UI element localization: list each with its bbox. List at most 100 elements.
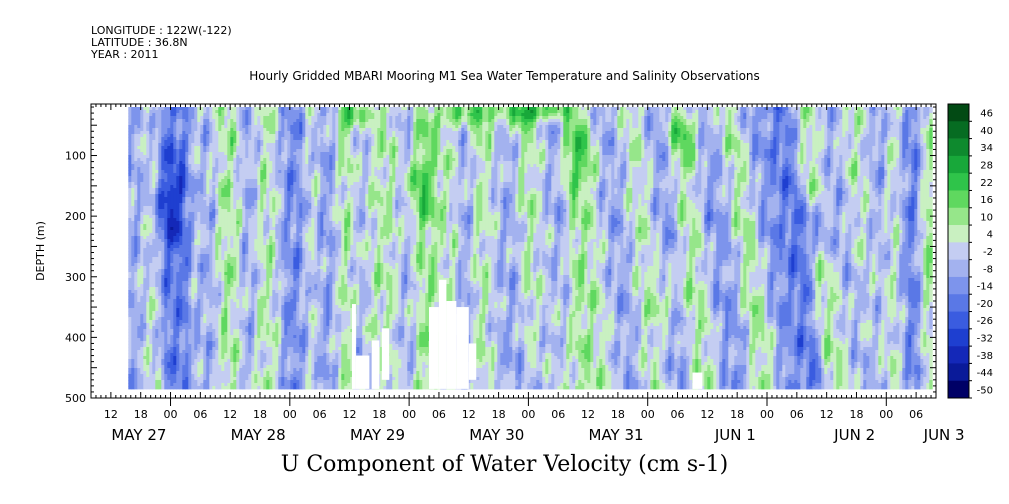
heatmap-cell <box>134 134 137 137</box>
heatmap-cell <box>701 125 704 128</box>
heatmap-cell <box>866 125 869 128</box>
heatmap-cell <box>269 119 272 122</box>
heatmap-cell <box>230 125 233 128</box>
heatmap-cell <box>854 113 857 116</box>
heatmap-cell <box>509 116 512 119</box>
heatmap-cell <box>788 107 791 110</box>
heatmap-cell <box>512 116 515 119</box>
heatmap-cell <box>443 125 446 128</box>
heatmap-cell <box>857 116 860 119</box>
heatmap-cell <box>515 107 518 110</box>
heatmap-cell <box>812 110 815 113</box>
heatmap-cell <box>299 128 302 131</box>
heatmap-cell <box>206 131 209 134</box>
heatmap-cell <box>398 122 401 125</box>
heatmap-cell <box>632 131 635 134</box>
heatmap-cell <box>254 125 257 128</box>
heatmap-cell <box>326 107 329 110</box>
heatmap-cell <box>173 116 176 119</box>
heatmap-cell <box>881 131 884 134</box>
heatmap-cell <box>716 131 719 134</box>
heatmap-cell <box>575 107 578 110</box>
heatmap-cell <box>809 113 812 116</box>
heatmap-cell <box>713 128 716 131</box>
heatmap-cell <box>761 113 764 116</box>
heatmap-cell <box>746 116 749 119</box>
heatmap-cell <box>317 128 320 131</box>
heatmap-cell <box>299 110 302 113</box>
heatmap-cell <box>239 107 242 110</box>
heatmap-cell <box>659 131 662 134</box>
heatmap-cell <box>653 134 656 137</box>
heatmap-cell <box>824 119 827 122</box>
heatmap-cell <box>668 107 671 110</box>
heatmap-cell <box>866 134 869 137</box>
heatmap-cell <box>149 122 152 125</box>
heatmap-cell <box>911 110 914 113</box>
heatmap-cell <box>455 119 458 122</box>
heatmap-cell <box>377 116 380 119</box>
heatmap-cell <box>644 119 647 122</box>
heatmap-cell <box>368 134 371 137</box>
heatmap-cell <box>395 119 398 122</box>
heatmap-cell <box>320 116 323 119</box>
heatmap-cell <box>179 122 182 125</box>
heatmap-cell <box>728 128 731 131</box>
heatmap-cell <box>185 122 188 125</box>
heatmap-cell <box>854 128 857 131</box>
heatmap-cell <box>179 113 182 116</box>
heatmap-cell <box>737 128 740 131</box>
heatmap-cell <box>833 110 836 113</box>
heatmap-cell <box>476 107 479 110</box>
heatmap-cell <box>695 125 698 128</box>
heatmap-cell <box>800 119 803 122</box>
heatmap-cell <box>467 134 470 137</box>
heatmap-cell <box>239 125 242 128</box>
heatmap-cell <box>476 134 479 137</box>
heatmap-cell <box>485 134 488 137</box>
heatmap-cell <box>362 107 365 110</box>
heatmap-cell <box>863 125 866 128</box>
heatmap-cell <box>245 134 248 137</box>
heatmap-cell <box>302 116 305 119</box>
heatmap-cell <box>485 122 488 125</box>
heatmap-cell <box>179 107 182 110</box>
heatmap-cell <box>680 122 683 125</box>
heatmap-cell <box>434 119 437 122</box>
heatmap-cell <box>278 128 281 131</box>
heatmap-cell <box>602 113 605 116</box>
heatmap-cell <box>509 113 512 116</box>
heatmap-cell <box>599 125 602 128</box>
heatmap-cell <box>506 128 509 131</box>
heatmap-cell <box>890 110 893 113</box>
heatmap-cell <box>617 128 620 131</box>
heatmap-cell <box>854 119 857 122</box>
heatmap-cell <box>917 125 920 128</box>
heatmap-cell <box>263 125 266 128</box>
heatmap-cell <box>878 128 881 131</box>
heatmap-cell <box>275 131 278 134</box>
heatmap-cell <box>146 125 149 128</box>
heatmap-cell <box>464 122 467 125</box>
heatmap-cell <box>749 128 752 131</box>
heatmap-cell <box>326 128 329 131</box>
heatmap-cell <box>575 113 578 116</box>
heatmap-cell <box>830 128 833 131</box>
heatmap-cell <box>881 119 884 122</box>
heatmap-cell <box>659 128 662 131</box>
heatmap-cell <box>176 122 179 125</box>
heatmap-cell <box>410 122 413 125</box>
heatmap-cell <box>311 128 314 131</box>
heatmap-cell <box>239 113 242 116</box>
heatmap-cell <box>347 113 350 116</box>
heatmap-cell <box>419 125 422 128</box>
heatmap-cell <box>908 119 911 122</box>
heatmap-cell <box>509 125 512 128</box>
heatmap-cell <box>647 116 650 119</box>
heatmap-cell <box>512 128 515 131</box>
heatmap-cell <box>650 107 653 110</box>
heatmap-cell <box>668 110 671 113</box>
heatmap-cell <box>440 110 443 113</box>
heatmap-cell <box>596 119 599 122</box>
heatmap-cell <box>746 125 749 128</box>
